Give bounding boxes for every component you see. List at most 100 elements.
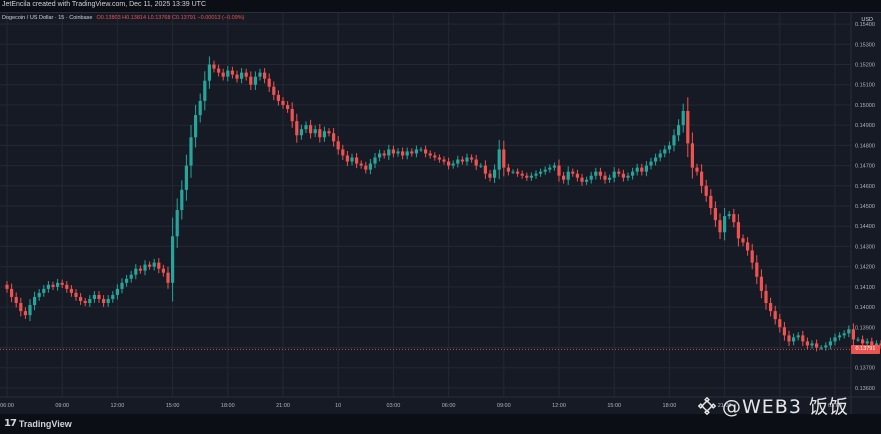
x-tick-label: 09:00	[55, 403, 69, 409]
candle-body	[401, 151, 405, 156]
candle-body	[562, 175, 566, 180]
candle-body	[750, 250, 754, 263]
candle-body	[769, 303, 773, 312]
candle-body	[447, 161, 451, 166]
candle-body	[654, 157, 658, 162]
tradingview-logo[interactable]: 17 TradingView	[4, 418, 72, 429]
candle-body	[272, 86, 276, 95]
candle-body	[681, 111, 685, 126]
candle-body	[511, 171, 515, 173]
candle-body	[46, 284, 50, 289]
candle-body	[115, 288, 119, 295]
candle-body	[79, 296, 83, 301]
candle-body	[14, 296, 18, 304]
candle-body	[543, 169, 547, 172]
candle-body	[805, 341, 809, 346]
candle-body	[479, 165, 483, 167]
candle-body	[525, 175, 529, 178]
candle-body	[621, 173, 625, 178]
candle-body	[690, 143, 694, 168]
candle-body	[828, 341, 832, 346]
candle-body	[442, 159, 446, 162]
candle-body	[28, 305, 32, 316]
candle-body	[69, 288, 73, 293]
diamond-logo-icon	[698, 396, 716, 415]
x-tick-label: 15:00	[607, 403, 621, 409]
candle-body	[516, 171, 520, 174]
candle-body	[125, 278, 129, 283]
candle-body	[741, 238, 745, 243]
candle-body	[74, 292, 78, 297]
candle-body	[276, 94, 280, 101]
candle-body	[635, 167, 639, 172]
candle-body	[778, 319, 782, 328]
candle-body	[313, 129, 317, 134]
candle-body	[842, 333, 846, 336]
x-tick-label: 10	[335, 403, 341, 409]
candle-body	[502, 149, 506, 168]
candle-body	[672, 135, 676, 146]
x-tick-label: 03:00	[828, 403, 842, 409]
candle-body	[387, 149, 391, 156]
candle-body	[695, 167, 699, 172]
x-tick-label: 09:00	[497, 403, 511, 409]
candle-body	[102, 298, 106, 304]
candle-body	[226, 70, 230, 77]
candle-body	[589, 175, 593, 180]
candle-body	[148, 264, 152, 267]
candle-body	[851, 329, 855, 340]
candle-body	[212, 64, 216, 69]
candle-body	[704, 185, 708, 196]
candle-body	[217, 68, 221, 73]
candle-body	[520, 173, 524, 176]
candle-body	[580, 177, 584, 182]
candle-body	[451, 163, 455, 166]
candle-body	[773, 311, 777, 320]
candle-body	[391, 149, 395, 154]
x-tick-label: 15:00	[166, 403, 180, 409]
candle-body	[207, 64, 211, 81]
candle-body	[594, 171, 598, 176]
candle-body	[166, 272, 170, 283]
candle-body	[566, 171, 570, 180]
candle-body	[424, 149, 428, 154]
candle-body	[470, 157, 474, 160]
symbol-title[interactable]: Dogecoin / US Dollar · 15 · Coinbase	[2, 15, 93, 21]
candle-body	[198, 100, 202, 116]
candle-body	[373, 157, 377, 164]
currency-label[interactable]: USD	[861, 17, 873, 23]
candle-body	[345, 155, 349, 162]
candle-body	[33, 296, 37, 306]
candle-body	[732, 214, 736, 223]
candle-body	[10, 288, 14, 297]
candle-body	[336, 141, 340, 150]
y-tick-label: 0.15200	[855, 63, 875, 69]
candle-body	[663, 149, 667, 154]
candle-body	[322, 131, 326, 138]
candle-body	[341, 149, 345, 156]
candle-body	[171, 236, 175, 283]
x-tick-label: 12:00	[111, 403, 125, 409]
x-tick-label: 21:00	[718, 403, 732, 409]
y-tick-label: 0.15300	[855, 42, 875, 48]
y-tick-label: 0.14500	[855, 204, 875, 210]
candle-body	[819, 347, 823, 349]
candle-body	[97, 294, 101, 299]
candle-body	[529, 175, 533, 178]
candle-body	[603, 175, 607, 180]
candle-body	[787, 335, 791, 342]
candle-body	[483, 165, 487, 174]
candle-body	[263, 72, 267, 79]
y-tick-label: 0.14600	[855, 184, 875, 190]
candle-body	[824, 345, 828, 348]
candle-body	[309, 125, 313, 134]
candle-body	[718, 220, 722, 233]
candle-body	[332, 133, 336, 142]
candle-body	[382, 153, 386, 156]
candle-body	[23, 311, 27, 316]
candle-body	[608, 177, 612, 180]
symbol-legend: Dogecoin / US Dollar · 15 · Coinbase O0.…	[2, 15, 245, 21]
candle-body	[792, 337, 796, 342]
y-tick-label: 0.13700	[855, 366, 875, 372]
